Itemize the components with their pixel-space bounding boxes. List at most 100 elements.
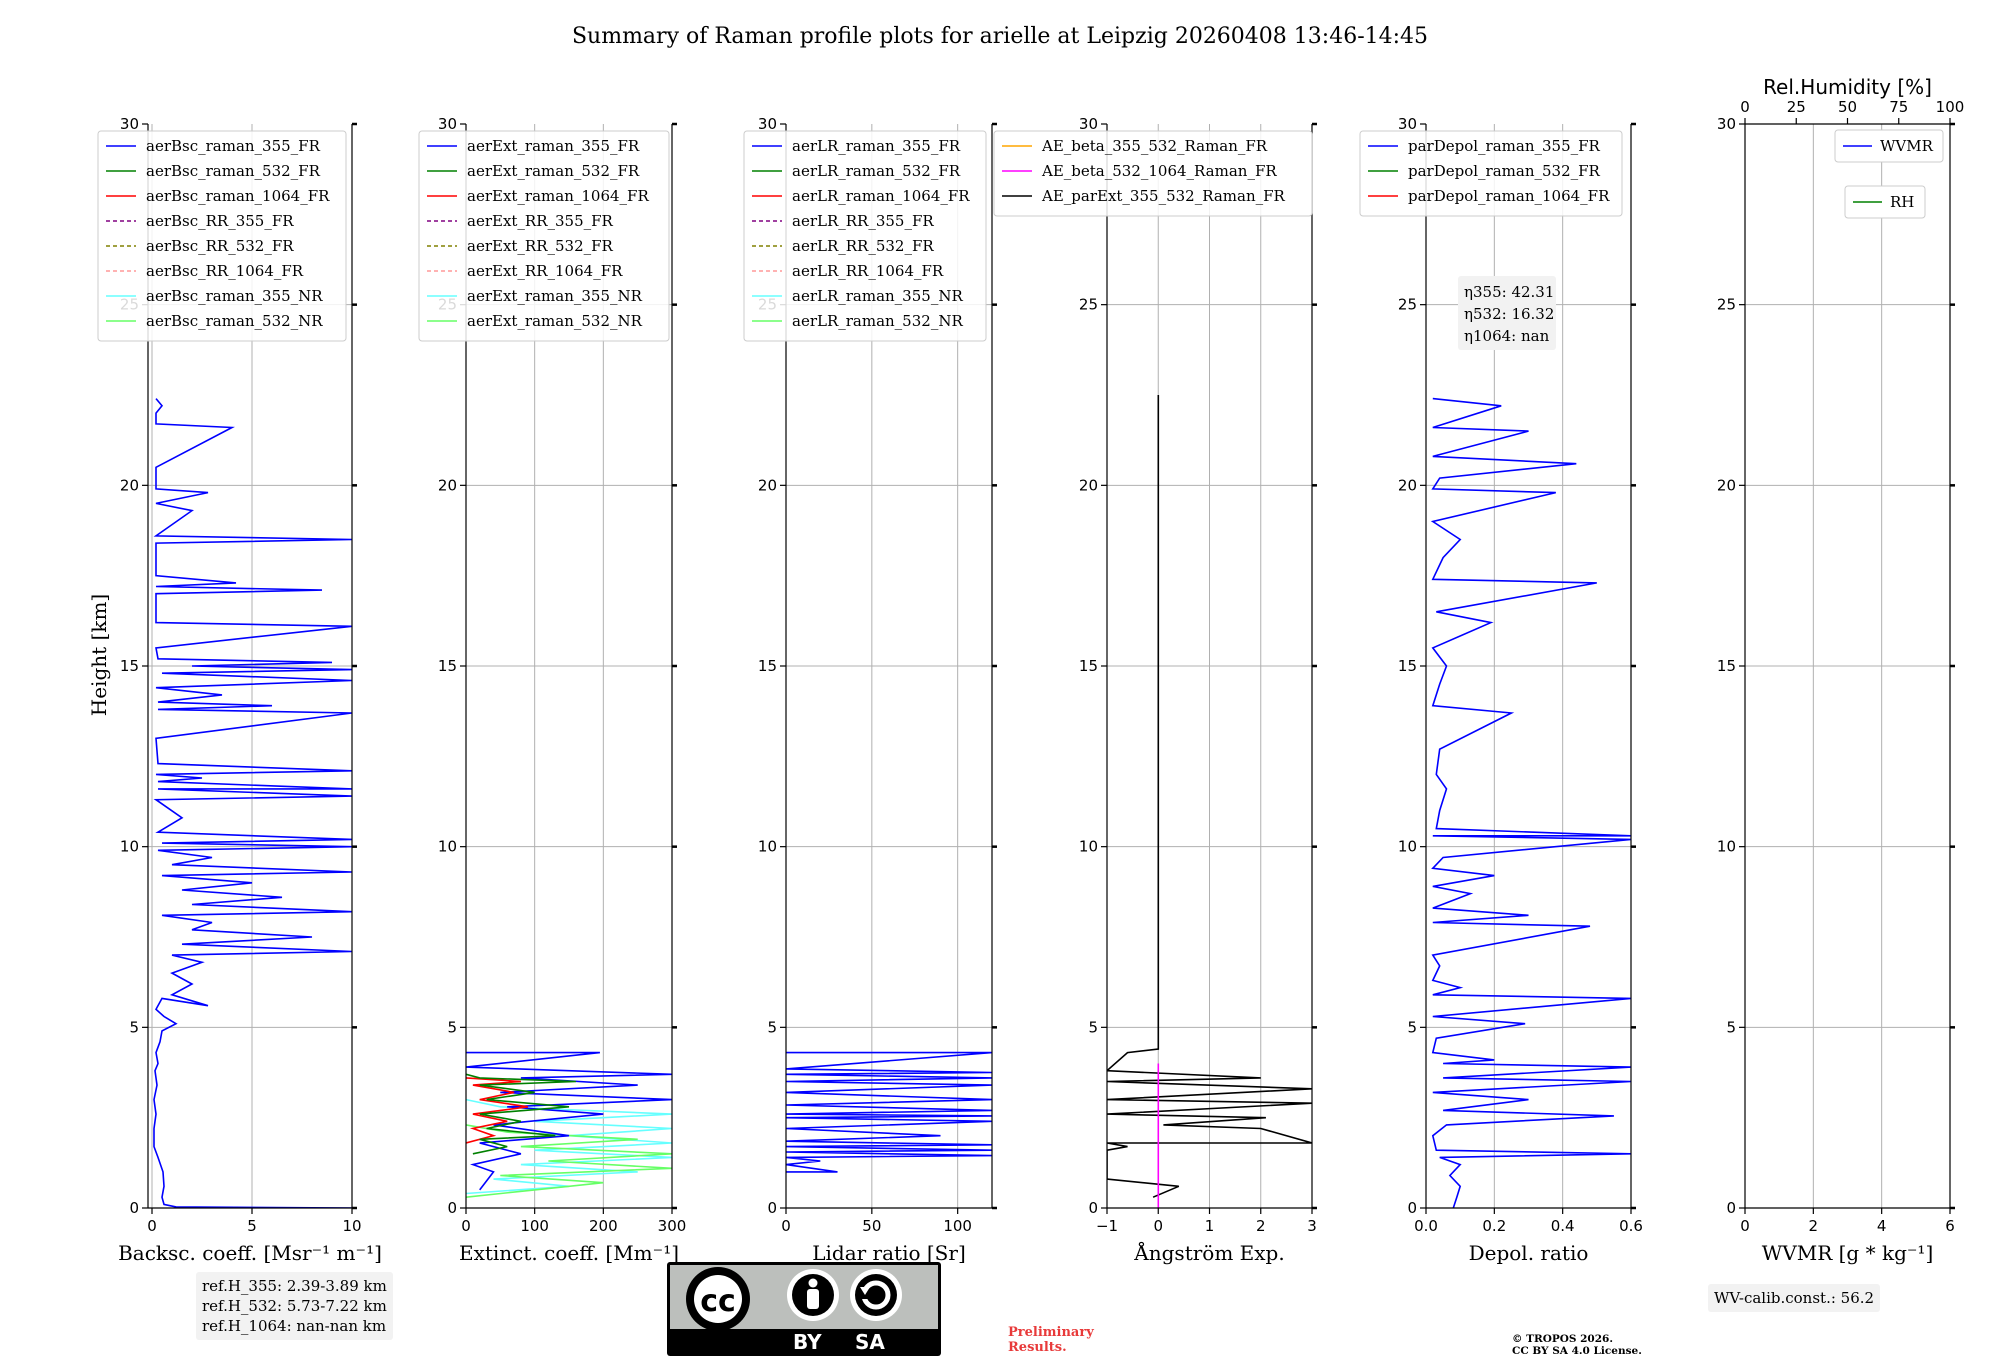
copyright-note: © TROPOS 2026. CC BY SA 4.0 License. xyxy=(1512,1333,1642,1357)
legend-label: aerBsc_RR_532_FR xyxy=(146,237,294,255)
legend-box xyxy=(743,130,987,342)
y-tick-label: 15 xyxy=(758,657,777,675)
x-axis-label: Depol. ratio xyxy=(1469,1241,1589,1265)
license-badge: cc BY SA xyxy=(667,1262,941,1356)
by-label: BY xyxy=(793,1330,822,1354)
x-tick-label: 0.2 xyxy=(1482,1217,1506,1235)
x-tick-label: 2 xyxy=(1256,1217,1266,1235)
legend-box xyxy=(1834,129,1944,163)
legend-label: aerLR_RR_355_FR xyxy=(792,212,934,230)
y-tick-label: 15 xyxy=(438,657,457,675)
y-tick-label: 30 xyxy=(1398,115,1417,133)
y-tick-label: 5 xyxy=(1726,1018,1736,1036)
y-tick-label: 0 xyxy=(1088,1199,1098,1217)
y-tick-label: 10 xyxy=(1079,838,1098,856)
y-tick-label: 30 xyxy=(1079,115,1098,133)
y-tick-label: 0 xyxy=(447,1199,457,1217)
y-tick-label: 20 xyxy=(120,476,139,494)
legend-label: WVMR xyxy=(1880,137,1934,155)
x-tick-label: 0 xyxy=(461,1217,471,1235)
series-line-aerExt_raman_355_FR xyxy=(466,1051,672,1191)
y-tick-label: 5 xyxy=(129,1018,139,1036)
sa-label: SA xyxy=(855,1330,885,1354)
top-x-tick-label: 25 xyxy=(1787,98,1806,116)
legend-label: aerLR_raman_1064_FR xyxy=(792,187,970,205)
x-tick-label: 0.4 xyxy=(1551,1217,1575,1235)
y-tick-label: 25 xyxy=(1079,296,1098,314)
legend-label: parDepol_raman_532_FR xyxy=(1408,162,1601,180)
legend-label: AE_parExt_355_532_Raman_FR xyxy=(1041,187,1286,205)
legend-wvmr: WVMR xyxy=(1834,129,1944,163)
legend-label: aerBsc_raman_355_NR xyxy=(146,287,323,305)
preliminary-line-2: Results. xyxy=(1008,1340,1067,1355)
top-x-axis-label: Rel.Humidity [%] xyxy=(1763,75,1932,99)
legend-label: aerExt_raman_1064_FR xyxy=(467,187,649,205)
y-tick-label: 15 xyxy=(1717,657,1736,675)
legend-label: AE_beta_532_1064_Raman_FR xyxy=(1041,162,1277,180)
legend-label: aerLR_raman_355_FR xyxy=(792,137,961,155)
legend: aerLR_raman_355_FR aerLR_raman_532_FR aerL… xyxy=(743,130,987,342)
legend: aerExt_raman_355_FR aerExt_raman_532_FRae… xyxy=(418,130,670,342)
x-tick-label: 300 xyxy=(658,1217,687,1235)
y-tick-label: 10 xyxy=(120,838,139,856)
legend-label: aerExt_RR_355_FR xyxy=(467,212,614,230)
legend-label: aerBsc_RR_1064_FR xyxy=(146,262,304,280)
x-axis-label: Ångström Exp. xyxy=(1133,1240,1284,1265)
y-tick-label: 0 xyxy=(129,1199,139,1217)
x-tick-label: 100 xyxy=(520,1217,549,1235)
legend-label: aerExt_raman_355_NR xyxy=(467,287,643,305)
x-tick-label: 6 xyxy=(1945,1217,1955,1235)
x-tick-label: 0 xyxy=(1153,1217,1163,1235)
series-line-AE_parExt_355_532_Raman_FR xyxy=(1107,395,1312,1198)
panel-5: 0 5 10 15 20 25 30 0.0 0.2 0.4 0.6 Depol. ratio parD… xyxy=(1359,115,1643,1265)
series-line-aerBsc_raman_355_FR xyxy=(153,398,352,1208)
legend: AE_beta_355_532_Raman_FR AE_beta_532_1064… xyxy=(993,130,1313,217)
series-line-aerLR_raman_355_FR xyxy=(786,1051,992,1173)
legend-label: aerBsc_RR_355_FR xyxy=(146,212,294,230)
eta-label: η355: 42.31 xyxy=(1464,283,1554,301)
copyright-line-2: CC BY SA 4.0 License. xyxy=(1512,1345,1642,1357)
x-tick-label: 0.6 xyxy=(1619,1217,1643,1235)
legend-label: aerExt_raman_355_FR xyxy=(467,137,640,155)
legend-label: aerExt_raman_532_NR xyxy=(467,312,643,330)
legend-label: aerLR_RR_1064_FR xyxy=(792,262,944,280)
y-tick-label: 10 xyxy=(1398,838,1417,856)
legend-label: aerBsc_raman_1064_FR xyxy=(146,187,330,205)
series-line-aerExt_raman_355_NR xyxy=(466,1098,672,1195)
y-axis-label: Height [km] xyxy=(87,594,111,716)
x-axis-label: WVMR [g * kg⁻¹] xyxy=(1762,1241,1934,1265)
y-tick-label: 25 xyxy=(1398,296,1417,314)
y-tick-label: 30 xyxy=(120,115,139,133)
x-axis-label: Extinct. coeff. [Mm⁻¹] xyxy=(459,1241,679,1265)
eta-box: η355: 42.31 η532: 16.32 η1064: nan xyxy=(1458,276,1556,350)
panel-3: 051015202530050100Lidar ratio [Sr]aerLR_… xyxy=(743,115,997,1265)
x-axis-label: Lidar ratio [Sr] xyxy=(812,1241,966,1265)
legend-label: aerExt_RR_532_FR xyxy=(467,237,614,255)
legend-label: aerLR_RR_532_FR xyxy=(792,237,934,255)
series-line-aerExt_raman_1064_FR xyxy=(466,1077,528,1144)
y-tick-label: 25 xyxy=(1717,296,1736,314)
wv-calib-box: WV-calib.const.: 56.2 xyxy=(1708,1284,1881,1312)
legend-label: aerBsc_raman_532_FR xyxy=(146,162,321,180)
x-tick-label: 100 xyxy=(943,1217,972,1235)
y-tick-label: 5 xyxy=(447,1018,457,1036)
x-tick-label: 10 xyxy=(342,1217,361,1235)
legend: aerBsc_raman_355_FR aerBsc_raman_532_FRae… xyxy=(97,130,347,342)
preliminary-note: Preliminary Results. xyxy=(1008,1325,1094,1355)
legend-label: aerBsc_raman_355_FR xyxy=(146,137,321,155)
legend: parDepol_raman_355_FR parDepol_raman_532_… xyxy=(1359,130,1623,217)
x-tick-label: −1 xyxy=(1096,1217,1118,1235)
y-tick-label: 5 xyxy=(1407,1018,1417,1036)
x-tick-label: 5 xyxy=(247,1217,257,1235)
y-tick-label: 5 xyxy=(767,1018,777,1036)
legend-label: AE_beta_355_532_Raman_FR xyxy=(1041,137,1268,155)
legend-label: aerLR_raman_532_FR xyxy=(792,162,961,180)
y-tick-label: 15 xyxy=(1398,657,1417,675)
y-tick-label: 20 xyxy=(1717,476,1736,494)
y-tick-label: 20 xyxy=(438,476,457,494)
legend-box xyxy=(993,130,1313,217)
y-tick-label: 0 xyxy=(1726,1199,1736,1217)
